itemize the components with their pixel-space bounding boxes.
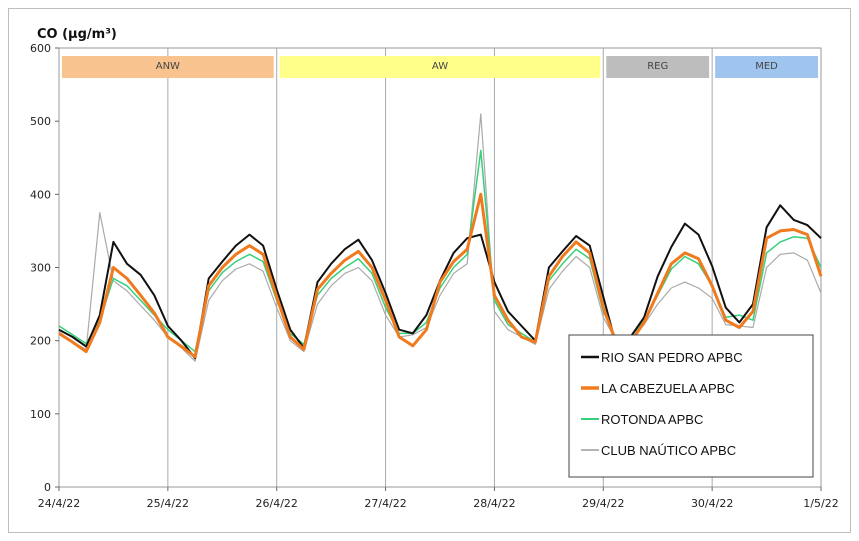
- legend: RIO SAN PEDRO APBC LA CABEZUELA APBC ROTON…: [568, 334, 814, 478]
- x-tick-label: 26/4/22: [256, 497, 298, 510]
- x-tick-label: 24/4/22: [38, 497, 80, 510]
- y-tick-label: 200: [30, 335, 51, 348]
- series-line: [58, 149, 822, 353]
- period-band: [606, 56, 710, 78]
- y-tick-label: 0: [44, 481, 51, 494]
- plot-area: ANW AW REG MED 0 100 200 300 400 500 600 24/4/22 25/…: [30, 42, 839, 510]
- period-band-label: MED: [755, 61, 778, 72]
- y-axis-title: CO (µg/m³): [37, 27, 117, 42]
- y-tick-label: 500: [30, 115, 51, 128]
- line-chart: CO (µg/m³) ANW AW REG MED 0 100 200 300 400 500 60…: [30, 27, 839, 510]
- y-tick-label: 100: [30, 408, 51, 421]
- y-tick-label: 300: [30, 262, 51, 275]
- x-tick-label: 28/4/22: [473, 497, 515, 510]
- y-tick-label: 400: [30, 188, 51, 201]
- x-tick-label: 29/4/22: [582, 497, 624, 510]
- legend-box: [568, 334, 814, 478]
- legend-label: CLUB NAÚTICO APBC: [601, 443, 736, 458]
- x-tick-label: 25/4/22: [147, 497, 189, 510]
- period-band-label: REG: [647, 61, 668, 72]
- period-band-label: AW: [432, 61, 448, 72]
- period-band: [715, 56, 818, 78]
- series-line: [58, 192, 823, 359]
- series-line: [58, 113, 822, 362]
- legend-label: LA CABEZUELA APBC: [601, 381, 735, 396]
- period-band: [279, 56, 601, 78]
- period-band: [62, 56, 274, 78]
- x-tick-label: 1/5/22: [803, 497, 838, 510]
- chart-frame: CO (µg/m³) ANW AW REG MED 0 100 200 300 400 500 60…: [8, 8, 851, 533]
- period-band-label: ANW: [156, 61, 180, 72]
- x-tick-label: 27/4/22: [364, 497, 406, 510]
- legend-label: RIO SAN PEDRO APBC: [601, 350, 743, 365]
- legend-label: ROTONDA APBC: [601, 412, 703, 427]
- x-tick-label: 30/4/22: [691, 497, 733, 510]
- y-tick-label: 600: [30, 42, 51, 55]
